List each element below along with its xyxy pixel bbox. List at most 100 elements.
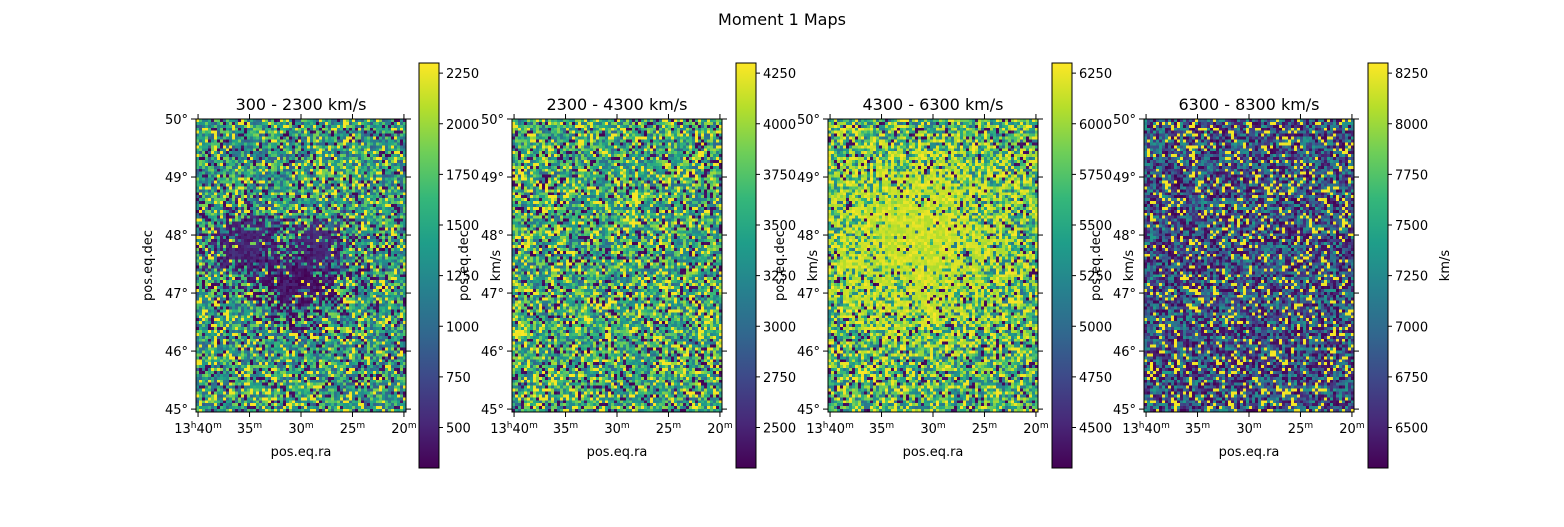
x-tick-label: 30m bbox=[288, 421, 313, 437]
y-tick-label: 50° bbox=[481, 113, 504, 128]
x-tick-label: 13h40m bbox=[806, 421, 854, 437]
y-tick-label: 48° bbox=[481, 229, 504, 244]
colorbar-tick-label: 7000 bbox=[1395, 320, 1428, 335]
colorbar-tick-label: 8250 bbox=[1395, 67, 1428, 82]
colorbar-tick-label: 6500 bbox=[1395, 422, 1428, 437]
colorbar-tick-label: 5500 bbox=[1079, 219, 1112, 234]
y-tick-label: 47° bbox=[481, 287, 504, 302]
colorbar-tick-label: 1500 bbox=[446, 219, 479, 234]
heatmap-cells bbox=[196, 119, 407, 413]
y-tick-label: 45° bbox=[1113, 403, 1136, 418]
colorbar-tick-label: 6250 bbox=[1079, 67, 1112, 82]
y-tick-label: 47° bbox=[1113, 287, 1136, 302]
colorbar-tick-label: 7500 bbox=[1395, 219, 1428, 234]
colorbar-label: km/s bbox=[1438, 250, 1453, 282]
y-tick-label: 49° bbox=[165, 171, 188, 186]
x-axis-label: pos.eq.ra bbox=[587, 445, 648, 460]
panel-1: 300 - 2300 km/s 13h40m 35m 30m 25m 20m 45° 46° 4… bbox=[141, 62, 504, 469]
colorbar-tick-label: 2000 bbox=[446, 118, 479, 133]
colorbar bbox=[1367, 62, 1389, 469]
x-tick-label: 25m bbox=[656, 421, 681, 437]
heatmap-cells bbox=[512, 119, 723, 413]
colorbar-tick-label: 4500 bbox=[1079, 422, 1112, 437]
colorbar-tick-label: 3000 bbox=[763, 320, 796, 335]
x-tick-label: 25m bbox=[1288, 421, 1313, 437]
y-axis-label: pos.eq.dec bbox=[457, 230, 472, 301]
colorbar-tick-label: 2250 bbox=[446, 67, 479, 82]
heatmap-cells bbox=[828, 119, 1039, 413]
figure-title: Moment 1 Maps bbox=[718, 10, 846, 29]
colorbar-tick-label: 500 bbox=[446, 422, 471, 437]
y-tick-label: 45° bbox=[481, 403, 504, 418]
heatmap-cells bbox=[1144, 119, 1355, 413]
x-tick-label: 25m bbox=[340, 421, 365, 437]
colorbar-tick-label: 1750 bbox=[446, 168, 479, 183]
y-tick-label: 49° bbox=[797, 171, 820, 186]
x-tick-label: 13h40m bbox=[490, 421, 538, 437]
y-tick-label: 45° bbox=[165, 403, 188, 418]
y-tick-label: 48° bbox=[1113, 229, 1136, 244]
colorbar-tick-label: 6000 bbox=[1079, 118, 1112, 133]
colorbar-tick-label: 7250 bbox=[1395, 270, 1428, 285]
x-tick-label: 20m bbox=[1339, 421, 1364, 437]
colorbar bbox=[735, 62, 757, 469]
y-tick-label: 45° bbox=[797, 403, 820, 418]
y-tick-label: 46° bbox=[481, 345, 504, 360]
panel-title: 4300 - 6300 km/s bbox=[862, 95, 1003, 114]
colorbar bbox=[1051, 62, 1073, 469]
y-tick-label: 49° bbox=[1113, 171, 1136, 186]
colorbar-tick-label: 3750 bbox=[763, 168, 796, 183]
colorbar bbox=[418, 62, 440, 469]
colorbar-label: km/s bbox=[1122, 250, 1137, 282]
y-tick-label: 50° bbox=[797, 113, 820, 128]
x-tick-label: 30m bbox=[920, 421, 945, 437]
y-tick-label: 50° bbox=[165, 113, 188, 128]
y-axis-label: pos.eq.dec bbox=[1089, 230, 1104, 301]
panel-2: 2300 - 4300 km/s 13h40m 35m 30m 25m 20m 45° 46°… bbox=[457, 62, 821, 469]
colorbar-tick-label: 1250 bbox=[446, 270, 479, 285]
colorbar-tick-label: 1000 bbox=[446, 320, 479, 335]
x-tick-label: 13h40m bbox=[174, 421, 222, 437]
x-tick-label: 30m bbox=[604, 421, 629, 437]
x-tick-label: 20m bbox=[391, 421, 416, 437]
colorbar-tick-label: 5250 bbox=[1079, 270, 1112, 285]
colorbar-tick-label: 5000 bbox=[1079, 320, 1112, 335]
colorbar-tick-label: 4250 bbox=[763, 67, 796, 82]
y-tick-label: 48° bbox=[165, 229, 188, 244]
colorbar-tick-label: 6750 bbox=[1395, 371, 1428, 386]
x-axis-label: pos.eq.ra bbox=[903, 445, 964, 460]
y-tick-label: 46° bbox=[797, 345, 820, 360]
colorbar-tick-label: 7750 bbox=[1395, 168, 1428, 183]
x-tick-label: 30m bbox=[1236, 421, 1261, 437]
y-tick-label: 50° bbox=[1113, 113, 1136, 128]
panel-title: 6300 - 8300 km/s bbox=[1178, 95, 1319, 114]
colorbar-tick-label: 5750 bbox=[1079, 168, 1112, 183]
x-axis-label: pos.eq.ra bbox=[1219, 445, 1280, 460]
x-tick-label: 20m bbox=[707, 421, 732, 437]
x-tick-label: 13h40m bbox=[1122, 421, 1170, 437]
y-tick-label: 47° bbox=[797, 287, 820, 302]
x-tick-label: 35m bbox=[553, 421, 578, 437]
y-tick-label: 46° bbox=[165, 345, 188, 360]
y-axis-label: pos.eq.dec bbox=[141, 230, 156, 301]
panel-title: 2300 - 4300 km/s bbox=[546, 95, 687, 114]
y-tick-label: 49° bbox=[481, 171, 504, 186]
colorbar-label: km/s bbox=[489, 250, 504, 282]
colorbar-tick-label: 3500 bbox=[763, 219, 796, 234]
x-tick-label: 35m bbox=[237, 421, 262, 437]
x-axis-label: pos.eq.ra bbox=[271, 445, 332, 460]
colorbar-tick-label: 4750 bbox=[1079, 371, 1112, 386]
y-axis-label: pos.eq.dec bbox=[773, 230, 788, 301]
x-tick-label: 35m bbox=[1185, 421, 1210, 437]
colorbar-tick-label: 2500 bbox=[763, 422, 796, 437]
panel-3: 4300 - 6300 km/s 13h40m 35m 30m 25m 20m 45° 46°… bbox=[773, 62, 1137, 469]
panel-4: 6300 - 8300 km/s 13h40m 35m 30m 25m 20m 45° 46°… bbox=[1089, 62, 1453, 469]
x-tick-label: 25m bbox=[972, 421, 997, 437]
colorbar-tick-label: 2750 bbox=[763, 371, 796, 386]
colorbar-tick-label: 750 bbox=[446, 371, 471, 386]
x-tick-label: 35m bbox=[869, 421, 894, 437]
panel-title: 300 - 2300 km/s bbox=[236, 95, 367, 114]
y-tick-label: 46° bbox=[1113, 345, 1136, 360]
